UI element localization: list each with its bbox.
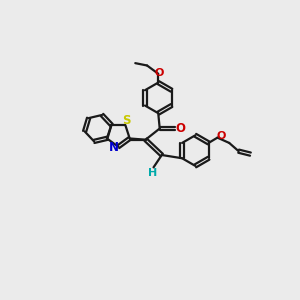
Text: S: S bbox=[122, 114, 130, 128]
Text: O: O bbox=[217, 131, 226, 142]
Text: H: H bbox=[148, 168, 157, 178]
Text: O: O bbox=[155, 68, 164, 78]
Text: O: O bbox=[175, 122, 185, 135]
Text: N: N bbox=[109, 141, 119, 154]
